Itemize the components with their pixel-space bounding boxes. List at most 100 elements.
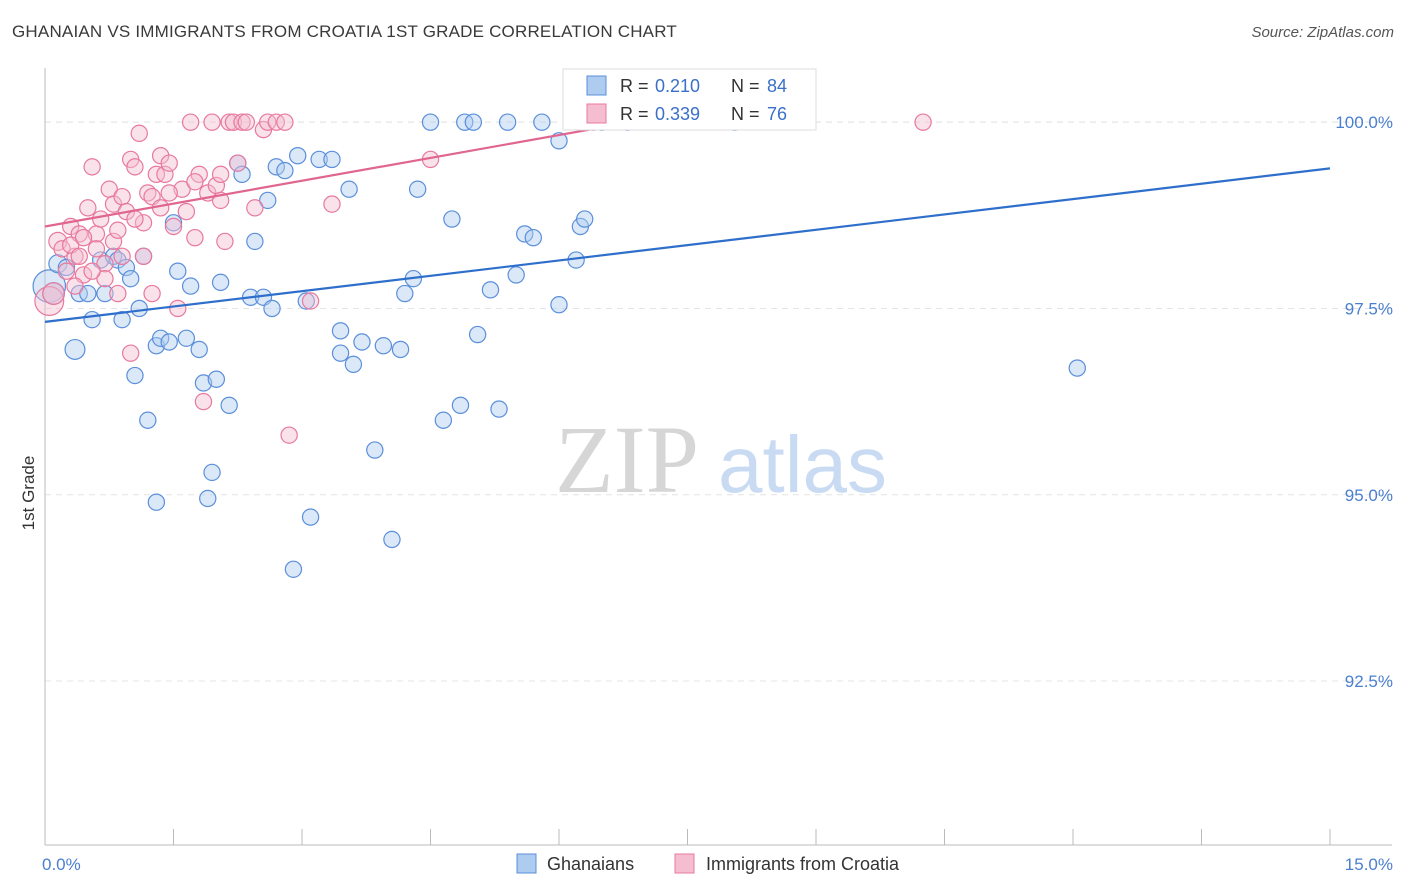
croatia-point-47 bbox=[246, 199, 264, 217]
ghanaian-point-57 bbox=[391, 340, 410, 359]
ghanaian-point-30 bbox=[203, 463, 221, 482]
ghanaian-point-35 bbox=[233, 165, 251, 184]
ghanaian-point-32 bbox=[211, 273, 230, 292]
ghanaian-point-41 bbox=[267, 158, 285, 176]
legend-swatch-blue bbox=[586, 75, 607, 96]
croatia-point-36 bbox=[194, 392, 213, 411]
ghanaian-point-15 bbox=[126, 366, 144, 385]
croatia-point-62 bbox=[113, 247, 131, 265]
ghanaian-point-83 bbox=[1068, 359, 1086, 377]
croatia-point-64 bbox=[70, 247, 88, 265]
croatia-point-57 bbox=[914, 113, 932, 131]
bottom-legend-swatch-ghanaians bbox=[516, 853, 537, 874]
ghanaian-point-46 bbox=[301, 508, 320, 526]
bottom-legend-swatch-croatia bbox=[674, 853, 695, 874]
watermark-zip: ZIP bbox=[555, 406, 699, 513]
ghanaian-point-20 bbox=[147, 493, 166, 511]
y-tick-label-1: 95.0% bbox=[1345, 486, 1393, 505]
legend-n-value-1: 84 bbox=[767, 76, 787, 96]
y-tick-label-2: 97.5% bbox=[1345, 299, 1393, 318]
croatia-point-61 bbox=[104, 232, 123, 251]
ghanaian-point-24 bbox=[169, 262, 187, 280]
ghanaian-trend-line bbox=[44, 167, 1331, 323]
croatia-point-31 bbox=[173, 180, 191, 198]
legend-r-value-1: 0.210 bbox=[655, 76, 700, 96]
x-tick-labels: 0.0% 15.0% bbox=[42, 855, 1393, 874]
ghanaian-point-43 bbox=[284, 560, 303, 578]
ghanaian-point-58 bbox=[396, 284, 414, 303]
legend-swatch-pink bbox=[586, 103, 607, 124]
ghanaian-point-62 bbox=[434, 411, 453, 429]
croatia-point-45 bbox=[233, 113, 251, 131]
y-axis-label: 1st Grade bbox=[19, 456, 38, 531]
y-tick-label-3: 100.0% bbox=[1335, 113, 1393, 132]
ghanaian-point-73 bbox=[524, 228, 543, 247]
ghanaian-point-49 bbox=[331, 322, 350, 340]
croatia-point-4 bbox=[57, 262, 76, 280]
croatia-point-3 bbox=[53, 240, 71, 258]
croatia-point-46 bbox=[237, 113, 256, 131]
ghanaian-point-25 bbox=[177, 329, 196, 347]
ghanaian-point-72 bbox=[516, 225, 534, 243]
ghanaian-point-14 bbox=[121, 269, 140, 288]
ghanaian-point-31 bbox=[207, 370, 226, 388]
croatia-point-38 bbox=[203, 113, 221, 131]
croatia-point-74 bbox=[74, 228, 93, 247]
correlation-legend: R = 0.210 N = 84 R = 0.339 N = 76 bbox=[562, 68, 817, 131]
croatia-point-65 bbox=[134, 214, 153, 232]
ghanaian-point-56 bbox=[383, 530, 401, 549]
ghanaian-point-48 bbox=[323, 150, 341, 169]
ghanaian-point-76 bbox=[550, 296, 568, 314]
ghanaian-point-6 bbox=[79, 284, 97, 303]
croatia-point-22 bbox=[134, 247, 153, 265]
croatia-point-21 bbox=[130, 124, 148, 143]
ghanaian-point-29 bbox=[199, 489, 217, 508]
bottom-legend-croatia: Immigrants from Croatia bbox=[706, 854, 900, 874]
ghanaian-point-50 bbox=[331, 344, 350, 362]
ghanaian-point-79 bbox=[576, 210, 594, 228]
croatia-point-59 bbox=[87, 240, 106, 258]
ghanaian-point-71 bbox=[507, 266, 525, 284]
croatia-point-70 bbox=[160, 184, 178, 202]
ghanaian-point-28 bbox=[194, 374, 213, 392]
ghanaian-point-44 bbox=[289, 146, 307, 165]
ghanaian-point-70 bbox=[498, 113, 517, 131]
ghanaian-point-67 bbox=[468, 325, 487, 344]
croatia-point-20 bbox=[126, 158, 144, 176]
croatia-point-0 bbox=[34, 286, 65, 317]
ghanaian-point-9 bbox=[96, 284, 114, 303]
ghanaian-point-12 bbox=[113, 310, 131, 329]
legend-r-label-2: R = bbox=[620, 104, 649, 124]
croatia-point-73 bbox=[66, 277, 84, 295]
ghanaian-point-69 bbox=[490, 400, 508, 418]
croatia-point-13 bbox=[96, 255, 114, 273]
croatia-point-28 bbox=[160, 154, 178, 172]
croatia-point-60 bbox=[96, 269, 114, 288]
ghanaian-point-68 bbox=[481, 281, 500, 299]
ghanaian-point-37 bbox=[246, 232, 264, 251]
croatia-point-54 bbox=[323, 195, 341, 213]
ghanaian-point-55 bbox=[374, 337, 393, 355]
ghanaian-point-7 bbox=[83, 310, 101, 329]
series-legend: Ghanaians Immigrants from Croatia bbox=[516, 853, 900, 874]
croatia-point-72 bbox=[211, 165, 230, 184]
croatia-point-71 bbox=[186, 173, 204, 191]
croatia-point-12 bbox=[91, 210, 110, 228]
axes bbox=[44, 68, 1392, 846]
bottom-legend-ghanaians: Ghanaians bbox=[547, 854, 634, 874]
ghanaian-point-52 bbox=[344, 355, 363, 374]
ghanaian-point-13 bbox=[117, 258, 136, 277]
legend-n-label-2: N = bbox=[731, 104, 760, 124]
croatia-point-1 bbox=[42, 282, 65, 305]
croatia-point-67 bbox=[83, 262, 101, 280]
ghanaian-point-33 bbox=[220, 396, 238, 415]
ghanaian-point-51 bbox=[340, 180, 358, 198]
chart-source: Source: ZipAtlas.com bbox=[1251, 24, 1394, 41]
ghanaian-point-47 bbox=[310, 150, 328, 169]
ghanaian-point-21 bbox=[151, 329, 170, 347]
ghanaian-point-42 bbox=[276, 161, 294, 180]
ghanaian-point-54 bbox=[366, 441, 384, 459]
croatia-point-17 bbox=[113, 187, 131, 206]
croatia-point-16 bbox=[109, 284, 127, 303]
